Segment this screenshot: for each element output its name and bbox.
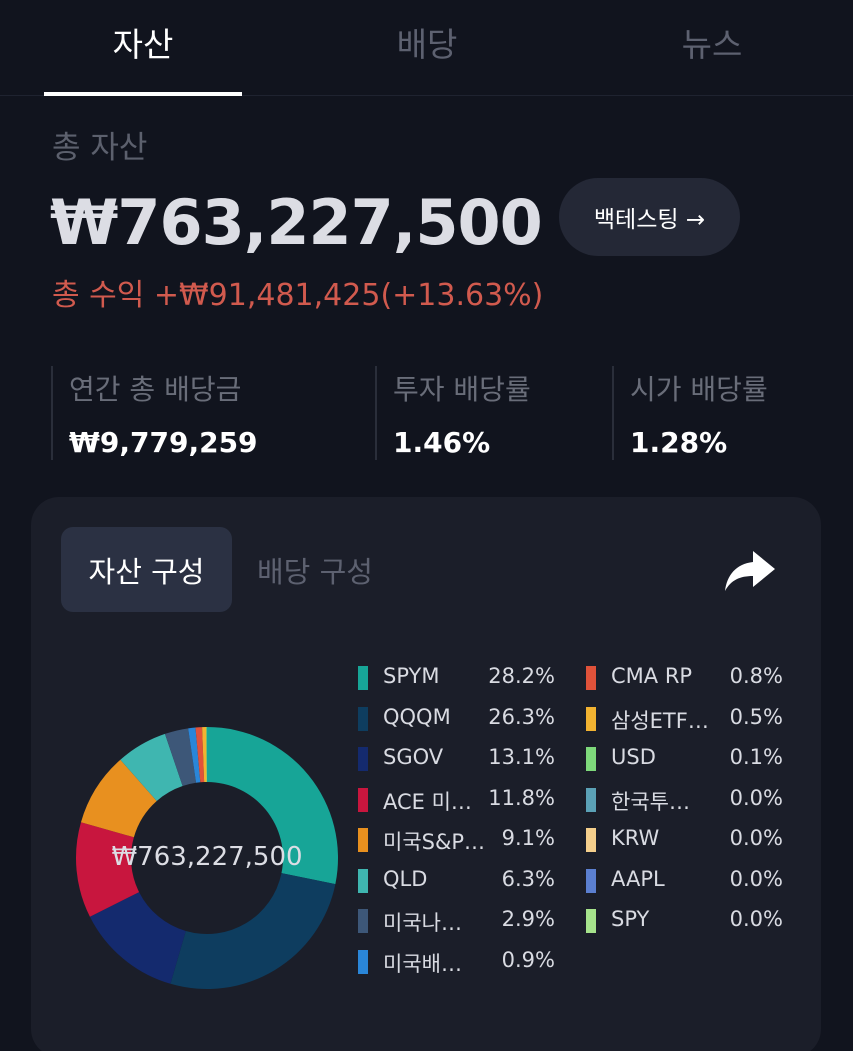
legend-item: SPY 0.0% bbox=[586, 907, 816, 935]
donut-slice-10 bbox=[206, 727, 207, 783]
legend-label: QQQM bbox=[383, 704, 451, 729]
legend-swatch bbox=[586, 747, 596, 771]
stat-value: 1.46% bbox=[393, 426, 491, 459]
legend-percent: 0.0% bbox=[729, 785, 783, 810]
legend-swatch bbox=[586, 828, 596, 852]
tab-dividends[interactable]: 배당 bbox=[396, 25, 458, 64]
composition-card: 자산 구성 배당 구성 ₩763,227,500 SPYM 28.2% QQQM 26… bbox=[31, 497, 821, 1051]
legend-swatch bbox=[358, 949, 368, 974]
legend-item: 미국S&P… 9.1% bbox=[358, 826, 588, 854]
legend-swatch bbox=[358, 787, 368, 812]
legend-percent: 26.3% bbox=[488, 704, 555, 729]
legend-swatch bbox=[358, 909, 368, 933]
legend-label: 미국나… bbox=[383, 911, 462, 935]
legend-item: 삼성ETF… 0.5% bbox=[586, 705, 816, 733]
legend-percent: 28.2% bbox=[488, 664, 555, 688]
legend-swatch bbox=[586, 666, 596, 690]
stat-value: ₩9,779,259 bbox=[69, 426, 258, 459]
legend-percent: 13.1% bbox=[488, 745, 555, 769]
legend-percent: 0.5% bbox=[729, 704, 783, 729]
legend-label: 삼성ETF… bbox=[611, 708, 709, 733]
legend-percent: 9.1% bbox=[501, 826, 555, 850]
donut-slice-3 bbox=[76, 822, 140, 917]
legend-percent: 0.0% bbox=[729, 826, 783, 850]
stat-label: 연간 총 배당금 bbox=[69, 373, 242, 406]
legend-percent: 11.8% bbox=[488, 785, 555, 810]
legend-swatch bbox=[358, 868, 368, 893]
dividend-stats: 연간 총 배당금 ₩9,779,259 투자 배당률 1.46% 시가 배당률 … bbox=[0, 366, 853, 460]
legend-percent: 0.9% bbox=[501, 947, 555, 972]
legend-label: CMA RP bbox=[611, 664, 693, 688]
legend-swatch bbox=[358, 666, 368, 690]
donut-slice-7 bbox=[188, 727, 201, 783]
legend-item: USD 0.1% bbox=[586, 745, 816, 773]
legend-label: ACE 미… bbox=[383, 789, 472, 814]
donut-slice-5 bbox=[120, 733, 183, 801]
donut-slice-8 bbox=[195, 727, 205, 783]
legend-swatch bbox=[358, 747, 368, 771]
legend-label: KRW bbox=[611, 826, 660, 850]
legend-item: 미국배… 0.9% bbox=[358, 948, 588, 976]
legend-percent: 2.9% bbox=[501, 907, 555, 931]
stat-label: 시가 배당률 bbox=[630, 373, 768, 406]
donut-slice-0 bbox=[207, 727, 338, 885]
segment-asset-composition[interactable]: 자산 구성 bbox=[61, 527, 232, 612]
legend-item: AAPL 0.0% bbox=[586, 867, 816, 895]
legend-label: SPYM bbox=[383, 664, 440, 688]
legend-item: ACE 미… 11.8% bbox=[358, 786, 588, 814]
tab-assets[interactable]: 자산 bbox=[112, 25, 174, 64]
legend-label: 한국투… bbox=[611, 789, 690, 814]
legend-item: 한국투… 0.0% bbox=[586, 786, 816, 814]
donut-slice-2 bbox=[89, 892, 186, 984]
legend-label: USD bbox=[611, 745, 656, 769]
legend-percent: 0.0% bbox=[729, 866, 783, 891]
legend-swatch bbox=[586, 868, 596, 893]
legend-label: SGOV bbox=[383, 745, 444, 769]
legend-swatch bbox=[358, 828, 368, 852]
legend-percent: 0.0% bbox=[729, 907, 783, 931]
donut-center-value: ₩763,227,500 bbox=[111, 842, 303, 872]
legend-swatch bbox=[586, 787, 596, 812]
legend-label: AAPL bbox=[611, 866, 665, 891]
donut-slice-6 bbox=[164, 728, 197, 787]
legend-percent: 0.8% bbox=[729, 664, 783, 688]
donut-slice-9 bbox=[202, 727, 207, 783]
total-assets-label: 총 자산 bbox=[52, 130, 148, 166]
donut-chart bbox=[76, 727, 338, 989]
legend-percent: 0.1% bbox=[729, 745, 783, 769]
legend-label: 미국배… bbox=[383, 951, 462, 976]
share-icon[interactable] bbox=[723, 549, 777, 593]
donut-slice-1 bbox=[170, 873, 336, 989]
legend-label: 미국S&P… bbox=[383, 830, 486, 854]
legend-item: CMA RP 0.8% bbox=[586, 664, 816, 692]
total-assets-value: ₩763,227,500 bbox=[50, 186, 543, 259]
legend-swatch bbox=[586, 706, 596, 731]
active-tab-indicator bbox=[44, 92, 242, 96]
stat-market-yield: 시가 배당률 1.28% bbox=[612, 366, 768, 460]
legend-swatch bbox=[358, 706, 368, 731]
legend-item: QQQM 26.3% bbox=[358, 705, 588, 733]
legend-label: QLD bbox=[383, 866, 428, 891]
backtest-button[interactable]: 백테스팅 → bbox=[559, 178, 740, 256]
stat-label: 투자 배당률 bbox=[393, 373, 531, 406]
total-profit: 총 수익 +₩91,481,425(+13.63%) bbox=[52, 278, 544, 313]
donut-slice-4 bbox=[80, 759, 157, 838]
top-tab-bar: 자산 배당 뉴스 bbox=[0, 0, 853, 96]
legend-percent: 6.3% bbox=[501, 866, 555, 891]
tab-news[interactable]: 뉴스 bbox=[681, 25, 743, 64]
legend-item: SGOV 13.1% bbox=[358, 745, 588, 773]
segment-dividend-composition[interactable]: 배당 구성 bbox=[257, 555, 373, 589]
stat-annual-dividend: 연간 총 배당금 ₩9,779,259 bbox=[51, 366, 258, 460]
legend-label: SPY bbox=[611, 907, 650, 931]
legend-item: QLD 6.3% bbox=[358, 867, 588, 895]
stat-investment-yield: 투자 배당률 1.46% bbox=[375, 366, 531, 460]
stat-value: 1.28% bbox=[630, 426, 728, 459]
legend-item: KRW 0.0% bbox=[586, 826, 816, 854]
legend-item: 미국나… 2.9% bbox=[358, 907, 588, 935]
legend-swatch bbox=[586, 909, 596, 933]
legend-item: SPYM 28.2% bbox=[358, 664, 588, 692]
